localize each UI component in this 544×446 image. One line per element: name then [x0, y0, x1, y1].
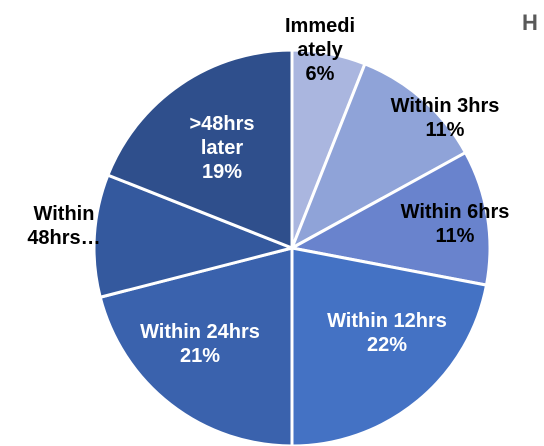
pie-slice-4: [290, 246, 489, 446]
pie-slice-7: [105, 48, 294, 251]
slice-label-6: Within 48hrs…: [27, 203, 100, 249]
slice-label-7: >48hrs later 19%: [189, 113, 254, 183]
pie-slice-3: [287, 150, 492, 287]
slice-label-4: Within 12hrs 22%: [327, 310, 447, 356]
slice-label-1: Immedi ately 6%: [285, 15, 355, 85]
slice-label-3: Within 6hrs 11%: [401, 201, 510, 247]
pie-slice-6: [92, 173, 297, 300]
slice-label-2: Within 3hrs 11%: [391, 95, 500, 141]
pie-slice-5: [98, 246, 294, 446]
chart-title: H: [522, 10, 538, 35]
pie-slice-2: [289, 61, 468, 252]
slice-label-5: Within 24hrs 21%: [140, 321, 260, 367]
